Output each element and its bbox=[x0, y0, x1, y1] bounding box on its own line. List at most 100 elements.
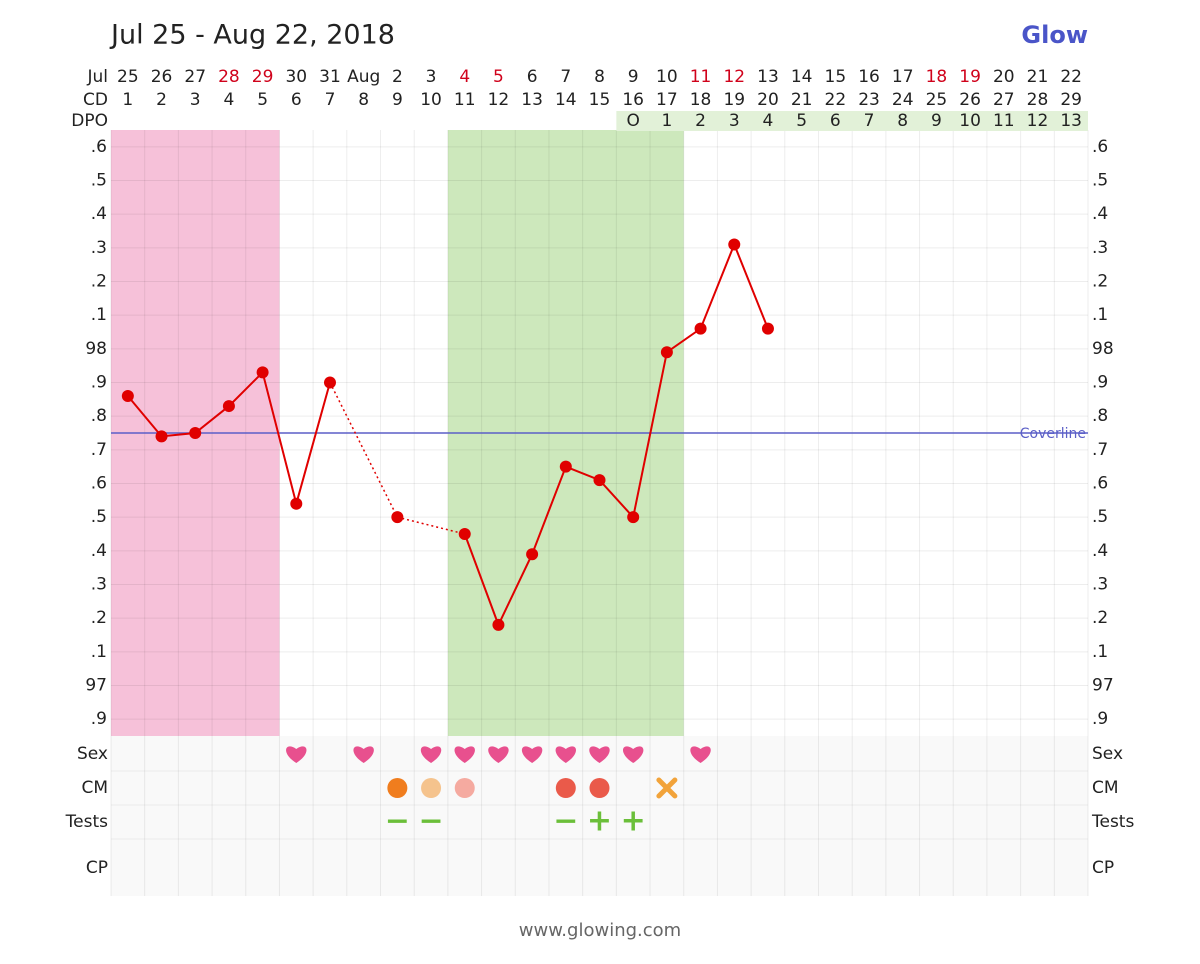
row-label-right: Sex bbox=[1092, 744, 1123, 764]
x-tick-label: 15 bbox=[825, 67, 847, 87]
cd-label: 6 bbox=[291, 90, 302, 110]
x-tick-label: 16 bbox=[858, 67, 880, 87]
dpo-label: 9 bbox=[931, 111, 942, 131]
x-tick-label: 2 bbox=[392, 67, 403, 87]
row-label: Sex bbox=[77, 744, 108, 764]
row-label: CD bbox=[83, 90, 108, 110]
cd-label: 8 bbox=[358, 90, 369, 110]
temp-point bbox=[391, 511, 404, 524]
y-tick-label: .6 bbox=[91, 137, 107, 157]
cm-icon bbox=[421, 778, 442, 798]
y-tick-label-right: .9 bbox=[1092, 373, 1108, 393]
y-tick-label: .1 bbox=[91, 305, 107, 325]
y-tick-label-right: .1 bbox=[1092, 642, 1108, 662]
temp-point bbox=[222, 400, 235, 413]
x-tick-label: 8 bbox=[594, 67, 605, 87]
dpo-label: 11 bbox=[993, 111, 1015, 131]
row-label: Jul bbox=[86, 67, 108, 87]
y-tick-label-right: .5 bbox=[1092, 171, 1108, 191]
x-tick-label: 31 bbox=[319, 67, 341, 87]
chart-title: Jul 25 - Aug 22, 2018 bbox=[109, 20, 395, 51]
temp-point bbox=[323, 376, 336, 389]
test-result: + bbox=[621, 804, 646, 839]
temp-point bbox=[559, 460, 572, 473]
dpo-label: 13 bbox=[1060, 111, 1082, 131]
dpo-label: 7 bbox=[864, 111, 875, 131]
temp-point bbox=[526, 548, 539, 561]
y-tick-label: .5 bbox=[91, 507, 107, 527]
y-tick-label-right: .6 bbox=[1092, 137, 1108, 157]
temp-point bbox=[155, 430, 168, 443]
dpo-band bbox=[616, 111, 1088, 131]
y-tick-label: 97 bbox=[85, 676, 107, 696]
temp-point bbox=[761, 322, 774, 335]
temp-gap-connector bbox=[329, 382, 399, 518]
temp-point bbox=[492, 618, 505, 631]
cd-label: 14 bbox=[555, 90, 577, 110]
cd-label: 5 bbox=[257, 90, 268, 110]
sex-heart bbox=[420, 746, 442, 763]
x-tick-label: 4 bbox=[459, 67, 470, 87]
cd-label: 7 bbox=[325, 90, 336, 110]
dpo-label: 10 bbox=[959, 111, 981, 131]
temp-point bbox=[189, 427, 202, 439]
x-tick-label: 3 bbox=[426, 67, 437, 87]
y-tick-label-right: .9 bbox=[1092, 709, 1108, 729]
x-tick-label: 7 bbox=[560, 67, 571, 87]
x-tick-label: 19 bbox=[959, 67, 981, 87]
x-tick-label: 5 bbox=[493, 67, 504, 87]
row-label-right: CM bbox=[1092, 778, 1119, 798]
sex-heart bbox=[690, 746, 711, 763]
x-tick-label: 12 bbox=[723, 67, 745, 87]
x-tick-label: 30 bbox=[285, 67, 307, 87]
y-tick-label: .6 bbox=[91, 474, 107, 494]
y-tick-label-right: 98 bbox=[1092, 339, 1114, 359]
temp-point bbox=[290, 497, 303, 510]
dpo-label: 12 bbox=[1027, 111, 1049, 131]
row-label: Tests bbox=[65, 812, 108, 832]
x-tick-label: 9 bbox=[628, 67, 639, 87]
y-tick-label: .9 bbox=[91, 709, 107, 729]
footer: www.glowing.com bbox=[519, 920, 681, 941]
temp-point bbox=[728, 238, 741, 251]
y-tick-label-right: .2 bbox=[1092, 272, 1108, 292]
y-tick-label-right: .7 bbox=[1092, 440, 1108, 460]
x-tick-label: 14 bbox=[791, 67, 813, 87]
temp-point bbox=[458, 528, 471, 540]
y-tick-label-right: .6 bbox=[1092, 474, 1108, 494]
y-tick-label: .7 bbox=[91, 440, 107, 460]
x-tick-label: 26 bbox=[151, 67, 173, 87]
cm-icon bbox=[589, 778, 610, 798]
row-label: DPO bbox=[71, 111, 108, 131]
temp-point bbox=[256, 366, 269, 379]
row-label-right: CP bbox=[1092, 858, 1114, 878]
y-tick-label: .3 bbox=[91, 575, 107, 595]
y-tick-label: .2 bbox=[91, 272, 107, 292]
sex-heart bbox=[488, 746, 509, 763]
dpo-label: 4 bbox=[763, 111, 774, 131]
coverline-label: Coverline bbox=[1020, 426, 1086, 442]
dpo-label: 5 bbox=[796, 111, 807, 131]
temp-point bbox=[121, 389, 134, 402]
row-label: CP bbox=[86, 858, 108, 878]
temp-point bbox=[694, 322, 707, 335]
y-tick-label-right: .5 bbox=[1092, 507, 1108, 527]
cd-label: 4 bbox=[223, 90, 234, 110]
x-tick-label: 20 bbox=[993, 67, 1015, 87]
cd-label: 20 bbox=[757, 90, 779, 110]
cd-label: 3 bbox=[190, 90, 201, 110]
test-result: − bbox=[553, 804, 578, 839]
y-tick-label: .8 bbox=[91, 406, 107, 426]
cd-label: 28 bbox=[1027, 90, 1049, 110]
y-tick-label-right: .4 bbox=[1092, 541, 1108, 561]
dpo-label: O bbox=[626, 111, 639, 131]
x-tick-label: 29 bbox=[252, 67, 274, 87]
temp-point bbox=[593, 474, 606, 487]
cd-label: 21 bbox=[791, 90, 813, 110]
y-tick-label-right: .8 bbox=[1092, 406, 1108, 426]
cd-label: 23 bbox=[858, 90, 880, 110]
y-tick-label: .4 bbox=[91, 204, 107, 224]
y-tick-label: .3 bbox=[91, 238, 107, 258]
x-tick-label: 21 bbox=[1027, 67, 1049, 87]
test-result: − bbox=[385, 804, 410, 839]
